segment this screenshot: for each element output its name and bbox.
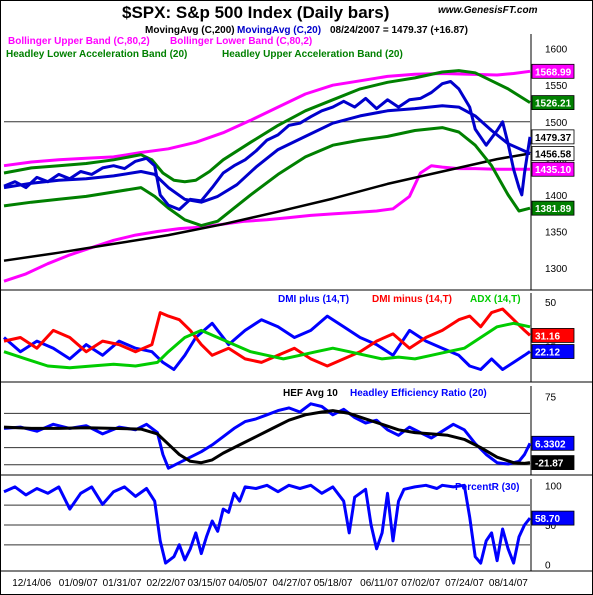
x-tick-label: 03/15/07 xyxy=(188,578,227,589)
adx-series-line xyxy=(3,321,531,370)
y-tick-label: 75 xyxy=(545,392,557,403)
legend-entry: DMI minus (14,T) xyxy=(372,294,452,305)
pr-series-line xyxy=(3,483,532,565)
last-value-tag: 6.3302 xyxy=(531,435,575,451)
last-value-tag: 1479.37 xyxy=(531,129,575,145)
chart-title: $SPX: S&p 500 Index (Daily bars) xyxy=(122,3,389,22)
last-value-tag: 1568.99 xyxy=(531,63,575,79)
last-value-tag: 31.16 xyxy=(531,328,575,343)
last-value-box xyxy=(531,344,575,359)
x-tick-label: 01/09/07 xyxy=(59,578,98,589)
date-price-label: 08/24/2007 = 1479.37 (+16.87) xyxy=(330,25,468,36)
dmi_plus-series-line xyxy=(3,314,531,371)
x-tick-label: 12/14/06 xyxy=(12,578,51,589)
x-tick-label: 04/27/07 xyxy=(272,578,311,589)
legend-entry: Headley Upper Acceleration Band (20) xyxy=(222,49,403,60)
y-tick-label: 0 xyxy=(545,561,551,572)
x-tick-label: 07/24/07 xyxy=(445,578,484,589)
last-value-box xyxy=(531,129,575,145)
legend-entry: PercentR (30) xyxy=(455,482,519,493)
last-value-box xyxy=(531,435,575,451)
y-tick-label: 1550 xyxy=(545,81,568,92)
x-tick-label: 06/11/07 xyxy=(360,578,399,589)
x-tick-label: 08/14/07 xyxy=(489,578,528,589)
last-value-tag: 1381.89 xyxy=(531,200,575,216)
last-value-box xyxy=(531,328,575,343)
last-value-box xyxy=(531,95,575,111)
last-value-text: 58.70 xyxy=(535,514,560,525)
last-value-text: 1568.99 xyxy=(535,67,572,78)
x-axis: 12/14/06 01/09/07 01/31/07 02/22/07 03/15/07… xyxy=(12,578,528,589)
price-panel: 1300135014001450150015501600Bollinger Up… xyxy=(0,34,593,291)
legend-entry: Bollinger Lower Band (C,80,2) xyxy=(170,36,312,47)
dmi-panel: 2550DMI plus (14,T)DMI minus (14,T)ADX (… xyxy=(0,293,593,383)
last-value-text: 1479.37 xyxy=(535,133,572,144)
last-value-box xyxy=(531,161,575,177)
last-value-box xyxy=(531,200,575,216)
y-tick-label: 1400 xyxy=(545,191,568,202)
last-value-tag: 22.12 xyxy=(531,344,575,359)
legend-entry: ADX (14,T) xyxy=(470,294,521,305)
boll_lower-series-line xyxy=(3,164,531,283)
y-tick-label: 1350 xyxy=(545,227,568,238)
y-tick-label: 50 xyxy=(545,521,557,532)
last-value-text: 22.12 xyxy=(535,348,560,359)
dmi_minus-series-line xyxy=(3,307,532,368)
last-value-tag: 1435.10 xyxy=(531,161,575,177)
last-value-text: 1435.10 xyxy=(535,165,572,176)
last-value-box xyxy=(531,146,575,161)
last-value-text: 1381.89 xyxy=(535,204,572,215)
accel_upper-series-line xyxy=(3,69,531,184)
last-value-tag: 1526.21 xyxy=(531,95,575,111)
price-series-line xyxy=(3,80,532,211)
y-tick-label: 1500 xyxy=(545,118,568,129)
ma200-series-line xyxy=(3,152,531,262)
x-tick-label: 07/02/07 xyxy=(401,578,440,589)
last-value-text: 31.16 xyxy=(535,331,560,342)
last-value-text: 1456.58 xyxy=(535,150,572,161)
legend-entry: Bollinger Upper Band (C,80,2) xyxy=(8,36,150,47)
last-value-tag: -21.87 xyxy=(531,455,575,470)
percentr-panel: 0 50 100 PercentR (30) 58.70 xyxy=(0,479,593,572)
legend-entry: HEF Avg 10 xyxy=(283,388,338,399)
ma20-label: MovingAvg (C,20) xyxy=(237,25,321,36)
accel_lower-series-line xyxy=(3,126,531,228)
y-tick-label: 1300 xyxy=(545,264,568,275)
ma200-label: MovingAvg (C,200) xyxy=(145,25,235,36)
last-value-text: -21.87 xyxy=(535,459,564,470)
last-value-text: 1526.21 xyxy=(535,99,572,110)
y-tick-label: 1600 xyxy=(545,45,568,56)
last-value-box xyxy=(531,510,575,526)
legend-entry: DMI plus (14,T) xyxy=(278,294,349,305)
legend-entry: Headley Lower Acceleration Band (20) xyxy=(6,49,187,60)
website-label: www.GenesisFT.com xyxy=(438,5,538,16)
legend-entry: Headley Efficiency Ratio (20) xyxy=(350,388,487,399)
x-tick-label: 02/22/07 xyxy=(146,578,185,589)
hef-panel: 75 HEF Avg 10 Headley Efficiency Ratio (20… xyxy=(0,386,593,476)
y-tick-label: 50 xyxy=(545,298,557,309)
last-value-text: 6.3302 xyxy=(535,439,566,450)
y-tick-label: 100 xyxy=(545,481,562,492)
x-tick-label: 05/18/07 xyxy=(314,578,353,589)
last-value-tag: 1456.58 xyxy=(531,146,575,161)
hef-series-line xyxy=(3,409,531,465)
boll_upper-series-line xyxy=(3,69,531,168)
last-value-box xyxy=(531,455,575,470)
last-value-tag: 58.70 xyxy=(531,510,575,526)
x-tick-label: 01/31/07 xyxy=(103,578,142,589)
last-value-box xyxy=(531,63,575,79)
x-tick-label: 04/05/07 xyxy=(229,578,268,589)
